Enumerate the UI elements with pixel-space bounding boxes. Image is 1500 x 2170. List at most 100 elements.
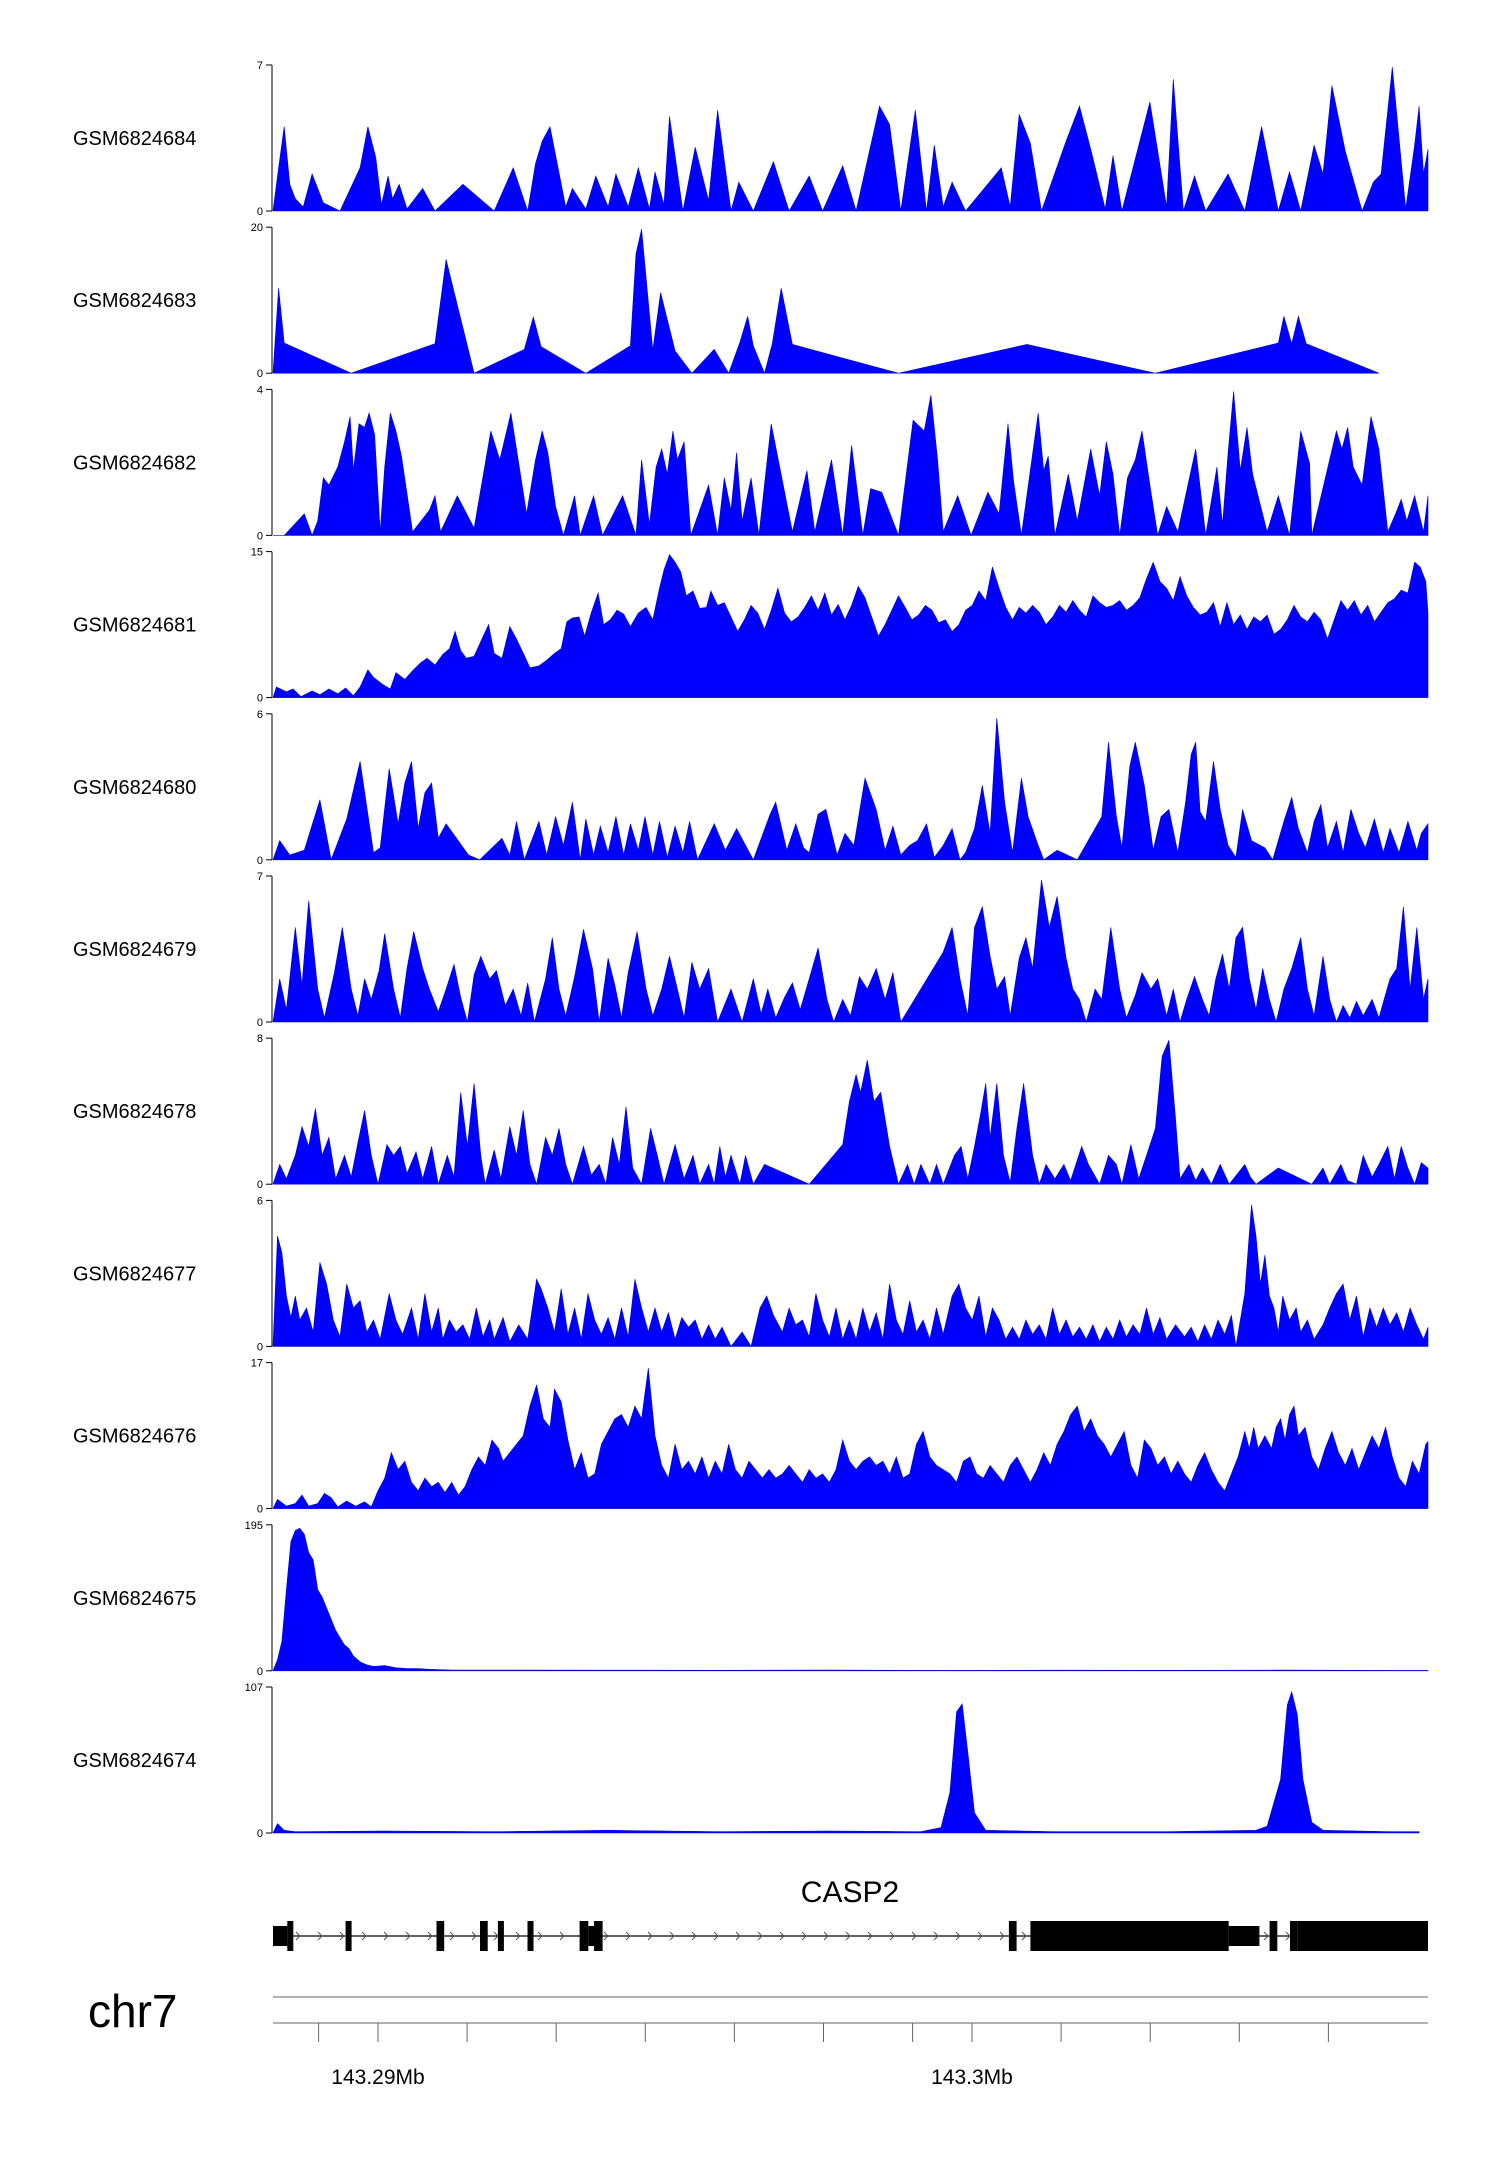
y-min-label: 0 [257, 1017, 263, 1029]
exon [273, 1926, 288, 1946]
strand-arrow [603, 1931, 609, 1941]
exon [1269, 1921, 1278, 1951]
strand-arrow [317, 1931, 323, 1941]
track-GSM6824683: GSM6824683 20 0 [73, 222, 1380, 380]
track-GSM6824680: GSM6824680 6 0 [73, 709, 1429, 867]
coverage-area [272, 229, 1380, 375]
strand-arrow [647, 1931, 653, 1941]
y-max-label: 6 [257, 709, 263, 721]
strand-arrow [427, 1931, 433, 1941]
track-GSM6824682: GSM6824682 4 0 [73, 384, 1429, 542]
exon [497, 1921, 504, 1951]
exon [1036, 1921, 1229, 1951]
track-label: GSM6824674 [73, 1750, 196, 1772]
exon [1030, 1921, 1037, 1951]
strand-arrow [867, 1931, 873, 1941]
strand-arrow [933, 1931, 939, 1941]
track-GSM6824674: GSM6824674 107 0 [73, 1682, 1420, 1840]
track-label: GSM6824682 [73, 452, 196, 474]
strand-arrow [845, 1931, 851, 1941]
track-label: GSM6824681 [73, 615, 196, 637]
strand-arrow [691, 1931, 697, 1941]
track-GSM6824678: GSM6824678 8 0 [73, 1033, 1429, 1191]
strand-arrow [449, 1931, 455, 1941]
strand-arrow [515, 1931, 521, 1941]
strand-arrow [823, 1931, 829, 1941]
exon [1297, 1921, 1428, 1951]
genomic-axis: chr7 143.29Mb 143.3Mb [88, 1985, 1428, 2089]
gene-label: CASP2 [801, 1876, 899, 1909]
y-min-label: 0 [257, 1341, 263, 1353]
y-min-label: 0 [257, 1666, 263, 1678]
exon [588, 1926, 595, 1946]
strand-arrow [669, 1931, 675, 1941]
coverage-area [272, 718, 1429, 861]
exon [527, 1921, 534, 1951]
coverage-area [273, 391, 1429, 537]
track-GSM6824681: GSM6824681 15 0 [73, 547, 1429, 705]
strand-arrow [955, 1931, 961, 1941]
coverage-area [272, 1204, 1429, 1348]
track-GSM6824684: GSM6824684 7 0 [73, 60, 1429, 218]
track-GSM6824677: GSM6824677 6 0 [73, 1195, 1429, 1353]
y-min-label: 0 [257, 1179, 263, 1191]
track-label: GSM6824680 [73, 777, 196, 799]
coverage-tracks: GSM682468470GSM6824683200GSM682468240GSM… [73, 60, 1429, 1840]
strand-arrow [1263, 1931, 1269, 1941]
strand-arrow [999, 1931, 1005, 1941]
y-max-label: 6 [257, 1195, 263, 1207]
strand-arrow [1021, 1931, 1027, 1941]
strand-arrow [911, 1931, 917, 1941]
y-min-label: 0 [257, 855, 263, 867]
track-label: GSM6824683 [73, 290, 196, 312]
y-min-label: 0 [257, 1504, 263, 1516]
coverage-area [272, 880, 1429, 1024]
y-max-label: 8 [257, 1033, 263, 1045]
strand-arrow [977, 1931, 983, 1941]
coverage-area [272, 66, 1429, 213]
strand-arrow [757, 1931, 763, 1941]
strand-arrow [889, 1931, 895, 1941]
y-max-label: 17 [251, 1358, 263, 1370]
coverage-area [272, 553, 1429, 698]
track-GSM6824676: GSM6824676 17 0 [73, 1358, 1429, 1516]
strand-arrow [405, 1931, 411, 1941]
exon [345, 1921, 352, 1951]
gene-model: CASP2 [273, 1876, 1428, 1951]
coverage-area [272, 1040, 1429, 1186]
strand-arrow [559, 1931, 565, 1941]
y-max-label: 107 [245, 1682, 263, 1694]
chromosome-label: chr7 [88, 1985, 177, 2037]
track-label: GSM6824676 [73, 1426, 196, 1448]
strand-arrow [361, 1931, 367, 1941]
coverage-area [272, 1367, 1429, 1509]
y-max-label: 7 [257, 60, 263, 72]
coverage-area [272, 1527, 1429, 1672]
strand-arrow [471, 1931, 477, 1941]
strand-arrow [295, 1931, 301, 1941]
track-GSM6824679: GSM6824679 7 0 [73, 871, 1429, 1029]
exon [579, 1921, 589, 1951]
y-max-label: 20 [251, 222, 263, 234]
x-tick-label: 143.3Mb [931, 2066, 1013, 2089]
exon [287, 1921, 294, 1951]
exon [436, 1921, 445, 1951]
strand-arrow [713, 1931, 719, 1941]
exon [1290, 1921, 1298, 1951]
exon [1008, 1921, 1017, 1951]
track-label: GSM6824677 [73, 1263, 196, 1285]
exon [480, 1921, 488, 1951]
exon [593, 1921, 603, 1951]
track-GSM6824675: GSM6824675 195 0 [73, 1520, 1429, 1678]
track-label: GSM6824678 [73, 1101, 196, 1123]
strand-arrow [339, 1931, 345, 1941]
y-max-label: 4 [257, 384, 263, 396]
y-min-label: 0 [257, 530, 263, 542]
strand-arrow [383, 1931, 389, 1941]
exon [1228, 1926, 1260, 1946]
y-max-label: 195 [245, 1520, 263, 1532]
y-max-label: 15 [251, 547, 263, 559]
strand-arrow [625, 1931, 631, 1941]
coverage-area [272, 1690, 1420, 1834]
